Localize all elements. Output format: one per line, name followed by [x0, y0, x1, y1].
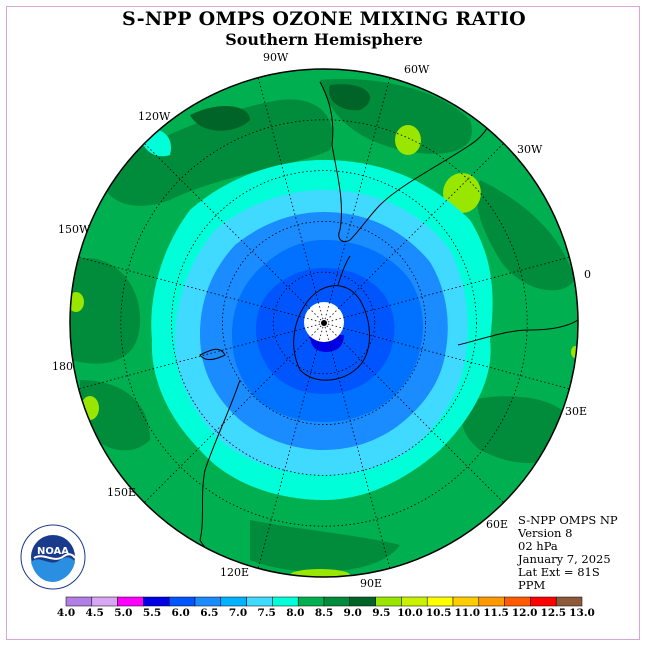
info-level: 02 hPa: [518, 539, 558, 553]
colorbar-tick-label: 8.0: [286, 607, 305, 619]
colorbar-swatch: [168, 596, 196, 607]
colorbar-swatch: [426, 596, 454, 607]
ozone-blob-9-5-a: [395, 125, 421, 155]
colorbar-tick-label: 6.5: [200, 607, 219, 619]
colorbar-swatch: [272, 596, 299, 607]
map-title: S-NPP OMPS OZONE MIXING RATIO: [121, 8, 527, 30]
info-units: PPM: [518, 578, 546, 592]
colorbar-tick-label: 11.5: [483, 607, 509, 619]
info-date: January 7, 2025: [518, 552, 611, 566]
south-pole-marker: [321, 320, 327, 326]
noaa-logo-text: NOAA: [37, 546, 69, 557]
colorbar-swatch: [323, 596, 351, 607]
colorbar-swatch: [246, 596, 273, 607]
ozone-region-8-5-north: [100, 99, 333, 206]
colorbar-tick-label: 12.5: [540, 607, 567, 619]
colorbar-tick-label: 8.5: [314, 607, 334, 619]
colorbar-swatch: [91, 596, 118, 607]
lon-label-60w: 60W: [404, 63, 430, 76]
lon-label-60e: 60E: [486, 518, 509, 531]
coastlines: [199, 81, 578, 577]
map-subtitle: Southern Hemisphere: [225, 30, 423, 49]
south-america-coast: [319, 81, 493, 243]
parallel-line: [171, 170, 477, 476]
colorbar-tick-label: 5.0: [114, 607, 133, 619]
colorbar-swatch: [375, 596, 402, 607]
lon-label-0: 0: [584, 268, 591, 281]
lon-label-90e: 90E: [360, 577, 383, 590]
ozone-region-9-0-a: [190, 105, 250, 131]
colorbar-tick-label: 9.0: [343, 607, 362, 619]
info-version: Version 8: [518, 526, 573, 540]
lon-label-120e: 120E: [220, 566, 250, 579]
lon-label-120w: 120W: [138, 110, 171, 123]
africa-coast: [457, 319, 578, 346]
colorbar-tick-label: 9.5: [372, 607, 391, 619]
colorbar-swatch: [297, 596, 325, 607]
colorbar-swatch: [530, 596, 557, 607]
ozone-blob-9-5-b: [443, 173, 481, 213]
colorbar-tick-label: 7.0: [228, 607, 248, 619]
colorbar-swatch: [117, 596, 144, 607]
colorbar-tick-label: 4.5: [85, 607, 104, 619]
colorbar-tick-label: 4.0: [56, 607, 76, 619]
colorbar-swatch: [478, 596, 505, 607]
lon-label-30w: 30W: [517, 143, 543, 156]
parallel-line: [272, 271, 376, 375]
lon-label-150e: 150E: [107, 486, 137, 499]
lon-label-180: 180: [52, 360, 73, 373]
colorbar-swatch: [504, 596, 531, 607]
colorbar-tick-label: 11.0: [454, 607, 481, 619]
figure-frame: [6, 6, 640, 640]
lon-label-90w: 90W: [263, 51, 289, 64]
ozone-region-8-5-south: [250, 520, 400, 572]
antarctica-coast: [293, 285, 370, 381]
parallel-line: [221, 220, 426, 425]
colorbar-tick-label: 10.5: [425, 607, 452, 619]
colorbar-tick-label: 7.5: [257, 607, 276, 619]
colorbar-tick-label: 12.0: [511, 607, 538, 619]
colorbar-tick-label: 6.0: [171, 607, 190, 619]
noaa-logo-icon: NOAA: [20, 524, 86, 590]
lon-label-30e: 30E: [565, 405, 588, 418]
lon-label-150w: 150W: [58, 223, 91, 236]
colorbar-swatch: [401, 596, 428, 607]
ozone-region-9-0-b: [329, 84, 370, 111]
colorbar-swatch: [349, 596, 376, 607]
info-lat-ext: Lat Ext = 81S: [518, 565, 600, 579]
ozone-region-8-5-west: [70, 258, 140, 364]
antarctic-peninsula: [337, 255, 351, 286]
ozone-blob-9-5-f: [290, 569, 350, 577]
colorbar-swatch: [220, 596, 247, 607]
ozone-region-8-5-east: [476, 180, 575, 291]
colorbar-swatch: [143, 596, 170, 607]
new-zealand-coast: [199, 348, 226, 360]
info-panel: S-NPP OMPS NP Version 8 02 hPa January 7…: [518, 514, 618, 592]
graticule: [78, 77, 570, 569]
map-border: [69, 68, 579, 578]
ozone-region-8-5-sw: [80, 380, 150, 451]
colorbar-swatch: [555, 596, 583, 607]
parallel-line: [120, 119, 528, 527]
colorbar-swatch: [65, 596, 93, 607]
colorbar-swatch: [194, 596, 222, 607]
colorbar-tick-label: 13.0: [569, 607, 595, 619]
info-instrument: S-NPP OMPS NP: [518, 513, 618, 527]
colorbar-tick-label: 5.5: [142, 607, 162, 619]
colorbar-tick-label: 10.0: [397, 607, 423, 619]
colorbar-swatch: [452, 596, 480, 607]
